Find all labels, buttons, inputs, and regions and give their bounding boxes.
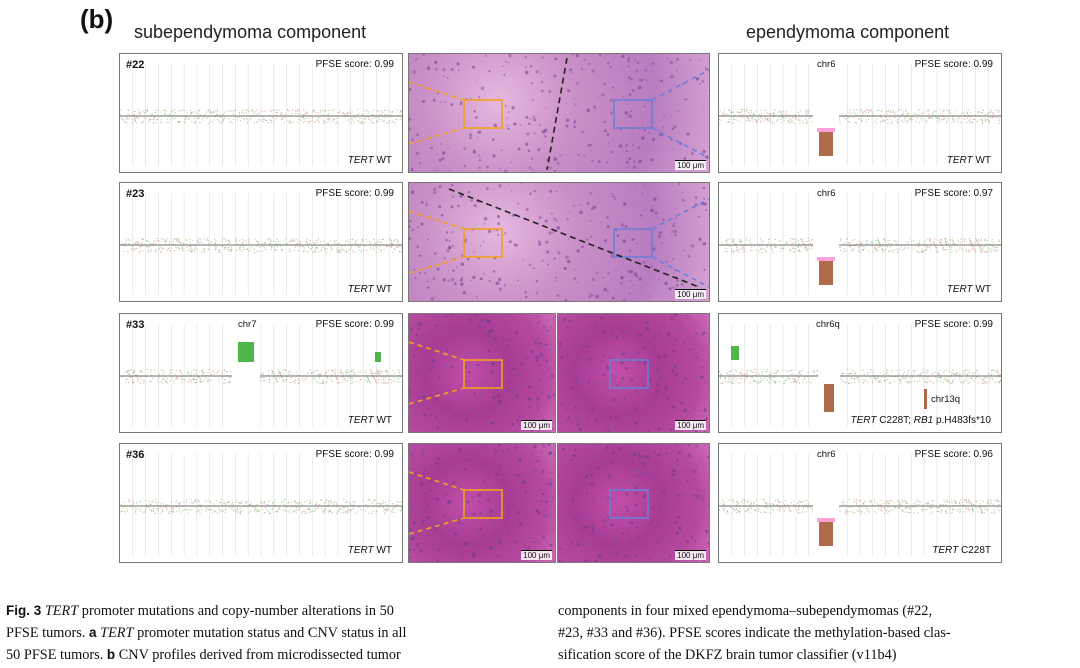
chromosome-label: chr7 bbox=[238, 319, 257, 330]
cnv-profile-graphic bbox=[719, 324, 1001, 428]
mutation-text: WT bbox=[972, 284, 991, 295]
histology-image: 100 μm bbox=[408, 313, 556, 433]
caption-text: promoter mutation status and CNV status … bbox=[133, 625, 407, 641]
pfse-score: PFSE score: 0.99 bbox=[315, 59, 394, 70]
caption-text: CNV profiles derived from microdissected… bbox=[115, 647, 401, 663]
caption-text: 50 PFSE tumors. bbox=[6, 647, 107, 663]
right-cnv-plot: PFSE score: 0.97 chr6 TERT WT bbox=[718, 182, 1002, 302]
mutation-text: C228T bbox=[958, 545, 991, 556]
histology-image: 100 μm bbox=[557, 443, 710, 563]
mutation-text: WT bbox=[972, 155, 991, 166]
caption-text: PFSE tumors. bbox=[6, 625, 90, 641]
gene-name: TERT bbox=[347, 415, 374, 426]
mutation-status: TERT WT bbox=[348, 545, 392, 556]
chromosome-label: chr6 bbox=[817, 188, 836, 199]
pfse-score: PFSE score: 0.99 bbox=[914, 319, 993, 330]
scale-bar: 100 μm bbox=[521, 420, 552, 430]
histology-graphic bbox=[409, 54, 709, 172]
cnv-profile-graphic bbox=[120, 64, 402, 166]
mutation-text: C228T; bbox=[876, 415, 914, 426]
left-cnv-plot: #22 PFSE score: 0.99 TERT WT bbox=[119, 53, 403, 173]
mutation-text: WT bbox=[373, 545, 392, 556]
subependymoma-title: subependymoma component bbox=[134, 22, 367, 42]
ependymoma-title: ependymoma component bbox=[746, 22, 950, 42]
histology-image: 100 μm bbox=[408, 53, 710, 173]
histology-graphic bbox=[409, 314, 555, 432]
histology-graphic bbox=[409, 444, 555, 562]
pfse-score: PFSE score: 0.99 bbox=[315, 188, 394, 199]
caption-panel-ref: b bbox=[106, 647, 116, 662]
histology-graphic bbox=[558, 444, 709, 562]
histology-graphic bbox=[558, 314, 709, 432]
caption-gene: TERT bbox=[96, 625, 134, 641]
gene-name: TERT bbox=[347, 155, 374, 166]
caption-text: sification score of the DKFZ brain tumor… bbox=[558, 647, 897, 663]
caption-col2: components in four mixed ependymoma–sube… bbox=[558, 600, 951, 666]
caption-text: promoter mutations and copy-number alter… bbox=[78, 603, 394, 619]
cnv-profile-graphic bbox=[719, 454, 1001, 558]
chromosome-label: chr13q bbox=[931, 394, 961, 405]
cnv-profile-graphic bbox=[120, 193, 402, 295]
scale-bar: 100 μm bbox=[675, 420, 706, 430]
histology-image: 100 μm bbox=[557, 313, 710, 433]
mutation-status: TERT WT bbox=[947, 284, 991, 295]
cnv-profile-graphic bbox=[120, 324, 402, 428]
gene-name: TERT bbox=[946, 284, 973, 295]
case-number: #33 bbox=[126, 319, 145, 331]
right-cnv-plot: PFSE score: 0.99 chr6q chr13q TERT C228T; R… bbox=[718, 313, 1002, 433]
histology-graphic bbox=[409, 183, 709, 301]
scale-bar: 100 μm bbox=[675, 160, 706, 170]
mutation-text: WT bbox=[373, 415, 392, 426]
panel-label: (b) bbox=[80, 4, 114, 34]
pfse-score: PFSE score: 0.99 bbox=[315, 319, 394, 330]
gene-name: TERT bbox=[850, 415, 877, 426]
right-cnv-plot: PFSE score: 0.96 chr6 TERT C228T bbox=[718, 443, 1002, 563]
pfse-score: PFSE score: 0.99 bbox=[914, 59, 993, 70]
case-number: #36 bbox=[126, 449, 145, 461]
caption-text: #23, #33 and #36). PFSE scores indicate … bbox=[558, 625, 951, 641]
chromosome-label: chr6 bbox=[817, 59, 836, 70]
case-number: #22 bbox=[126, 59, 145, 71]
mutation-text: p.H483fs*10 bbox=[933, 415, 991, 426]
gene-name: TERT bbox=[932, 545, 959, 556]
cnv-profile-graphic bbox=[120, 454, 402, 556]
mutation-status: TERT WT bbox=[348, 155, 392, 166]
histology-image: 100 μm bbox=[408, 182, 710, 302]
mutation-status: TERT C228T; RB1 p.H483fs*10 bbox=[851, 415, 991, 426]
pfse-score: PFSE score: 0.97 bbox=[914, 188, 993, 199]
left-cnv-plot: #23 PFSE score: 0.99 TERT WT bbox=[119, 182, 403, 302]
gene-name: TERT bbox=[347, 545, 374, 556]
caption-panel-ref: a bbox=[89, 625, 97, 640]
pfse-score: PFSE score: 0.96 bbox=[914, 449, 993, 460]
mutation-status: TERT WT bbox=[348, 415, 392, 426]
gene-name: TERT bbox=[347, 284, 374, 295]
mutation-status: TERT WT bbox=[947, 155, 991, 166]
chromosome-label: chr6q bbox=[816, 319, 840, 330]
cnv-profile-graphic bbox=[719, 193, 1001, 297]
mutation-text: WT bbox=[373, 284, 392, 295]
caption-fig-label: Fig. 3 bbox=[6, 603, 42, 618]
gene-name: TERT bbox=[946, 155, 973, 166]
mutation-status: TERT C228T bbox=[932, 545, 991, 556]
caption-text: components in four mixed ependymoma–sube… bbox=[558, 603, 933, 619]
caption-col1: Fig. 3 TERT promoter mutations and copy-… bbox=[6, 600, 406, 666]
scale-bar: 100 μm bbox=[675, 550, 706, 560]
pfse-score: PFSE score: 0.99 bbox=[315, 449, 394, 460]
chromosome-label: chr6 bbox=[817, 449, 836, 460]
left-cnv-plot: #33 PFSE score: 0.99 chr7 TERT WT bbox=[119, 313, 403, 433]
left-cnv-plot: #36 PFSE score: 0.99 TERT WT bbox=[119, 443, 403, 563]
mutation-text: WT bbox=[373, 155, 392, 166]
cnv-profile-graphic bbox=[719, 64, 1001, 168]
mutation-status: TERT WT bbox=[348, 284, 392, 295]
scale-bar: 100 μm bbox=[521, 550, 552, 560]
histology-image: 100 μm bbox=[408, 443, 556, 563]
scale-bar: 100 μm bbox=[675, 289, 706, 299]
caption-gene: TERT bbox=[44, 603, 79, 619]
case-number: #23 bbox=[126, 188, 145, 200]
gene-name: RB1 bbox=[913, 415, 934, 426]
right-cnv-plot: PFSE score: 0.99 chr6 TERT WT bbox=[718, 53, 1002, 173]
